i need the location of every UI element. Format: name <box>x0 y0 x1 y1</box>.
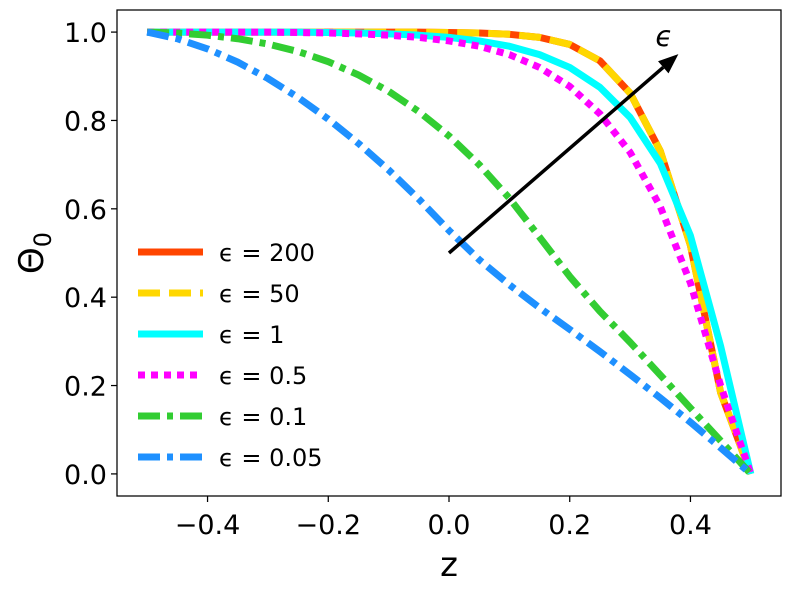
y-axis-label-subscript: 0 <box>29 232 57 247</box>
series-line-5 <box>146 28 754 477</box>
x-tick-label: −0.4 <box>175 510 241 541</box>
legend-label-0: ϵ = 200 <box>219 239 315 267</box>
y-axis-label: Θ0 <box>12 232 57 274</box>
x-tick-label: 0.2 <box>548 510 591 541</box>
y-tick-label: 0.6 <box>64 195 107 226</box>
legend-label-1: ϵ = 50 <box>219 280 300 308</box>
y-tick-label: 0.4 <box>64 283 107 314</box>
series-line-3 <box>147 28 755 476</box>
epsilon-annotation-label: ϵ <box>655 20 672 53</box>
y-tick-label: 1.0 <box>64 18 107 49</box>
legend-label-5: ϵ = 0.05 <box>219 444 323 472</box>
legend-label-4: ϵ = 0.1 <box>219 403 307 431</box>
x-tick-label: 0.4 <box>669 510 712 541</box>
x-tick-label: −0.2 <box>295 510 361 541</box>
epsilon-arrow-annotation <box>447 54 679 255</box>
svg-text:Θ0: Θ0 <box>12 232 57 274</box>
y-axis-label-main: Θ <box>12 247 52 274</box>
series-line-4 <box>147 28 754 477</box>
legend-label-3: ϵ = 0.5 <box>219 362 307 390</box>
series-line-2 <box>147 28 755 475</box>
legend: ϵ = 200 ϵ = 50 ϵ = 1 ϵ = 0.5 ϵ = 0.1 ϵ = 0.05 <box>138 239 323 472</box>
series-layer <box>146 28 755 477</box>
x-tick-label: 0.0 <box>428 510 471 541</box>
x-axis-label: z <box>440 545 458 585</box>
arrow-head <box>658 54 679 74</box>
y-tick-label: 0.8 <box>64 106 107 137</box>
legend-label-2: ϵ = 1 <box>219 321 284 349</box>
y-tick-label: 0.0 <box>64 460 107 491</box>
y-tick-label: 0.2 <box>64 372 107 403</box>
arrow-shaft <box>447 65 665 255</box>
ticks-layer: −0.4 −0.2 0.0 0.2 0.4 0.0 0.2 0.4 0.6 0.8 1.0 <box>64 18 712 541</box>
